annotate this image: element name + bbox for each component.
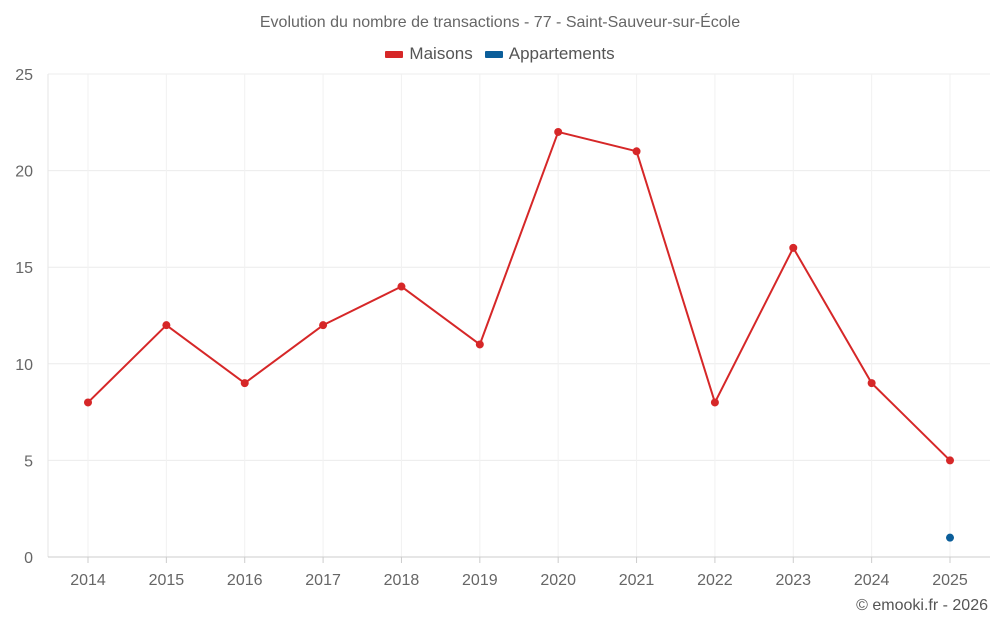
legend-label-appartements: Appartements: [508, 44, 615, 63]
chart-legend: Maisons Appartements: [0, 44, 1000, 64]
legend-item-maisons[interactable]: Maisons: [385, 44, 473, 64]
data-point-maisons-2020: [554, 127, 563, 136]
data-point-maisons-2023: [789, 243, 798, 252]
x-tick-label-2018: 2018: [384, 572, 420, 589]
y-tick-label-15: 15: [15, 260, 33, 277]
data-point-maisons-2025: [946, 456, 954, 465]
data-point-maisons-2015: [162, 321, 171, 330]
x-tick-label-2023: 2023: [775, 572, 811, 589]
y-tick-label-10: 10: [15, 357, 33, 374]
x-tick-label-2021: 2021: [619, 572, 655, 589]
data-point-appartements-2025: [946, 533, 954, 542]
x-tick-label-2019: 2019: [462, 572, 498, 589]
data-point-maisons-2022: [710, 398, 719, 407]
x-tick-label-2015: 2015: [149, 572, 185, 589]
data-point-maisons-2018: [397, 282, 406, 291]
y-tick-label-0: 0: [24, 550, 33, 567]
legend-item-appartements[interactable]: Appartements: [484, 44, 615, 64]
data-point-maisons-2021: [632, 147, 641, 156]
x-tick-label-2020: 2020: [540, 572, 576, 589]
data-point-maisons-2019: [475, 340, 484, 349]
x-tick-label-2014: 2014: [70, 572, 106, 589]
chart-title: Evolution du nombre de transactions - 77…: [259, 14, 741, 31]
legend-swatch-maisons: [385, 50, 404, 58]
data-point-maisons-2016: [240, 379, 249, 388]
legend-swatch-appartements: [484, 50, 503, 58]
y-tick-label-5: 5: [24, 453, 33, 470]
legend-label-maisons: Maisons: [409, 44, 473, 63]
x-tick-label-2017: 2017: [305, 572, 341, 589]
data-point-maisons-2024: [867, 379, 876, 388]
data-point-maisons-2017: [319, 321, 328, 330]
credit-text: © emooki.fr - 2026: [856, 597, 988, 614]
y-tick-label-20: 20: [15, 164, 33, 181]
y-tick-label-25: 25: [15, 67, 33, 84]
x-tick-label-2025: 2025: [932, 572, 968, 589]
data-point-maisons-2014: [84, 398, 92, 407]
x-tick-label-2024: 2024: [854, 572, 890, 589]
x-tick-label-2016: 2016: [227, 572, 263, 589]
series-line-maisons: [87, 130, 951, 462]
x-tick-label-2022: 2022: [697, 572, 733, 589]
